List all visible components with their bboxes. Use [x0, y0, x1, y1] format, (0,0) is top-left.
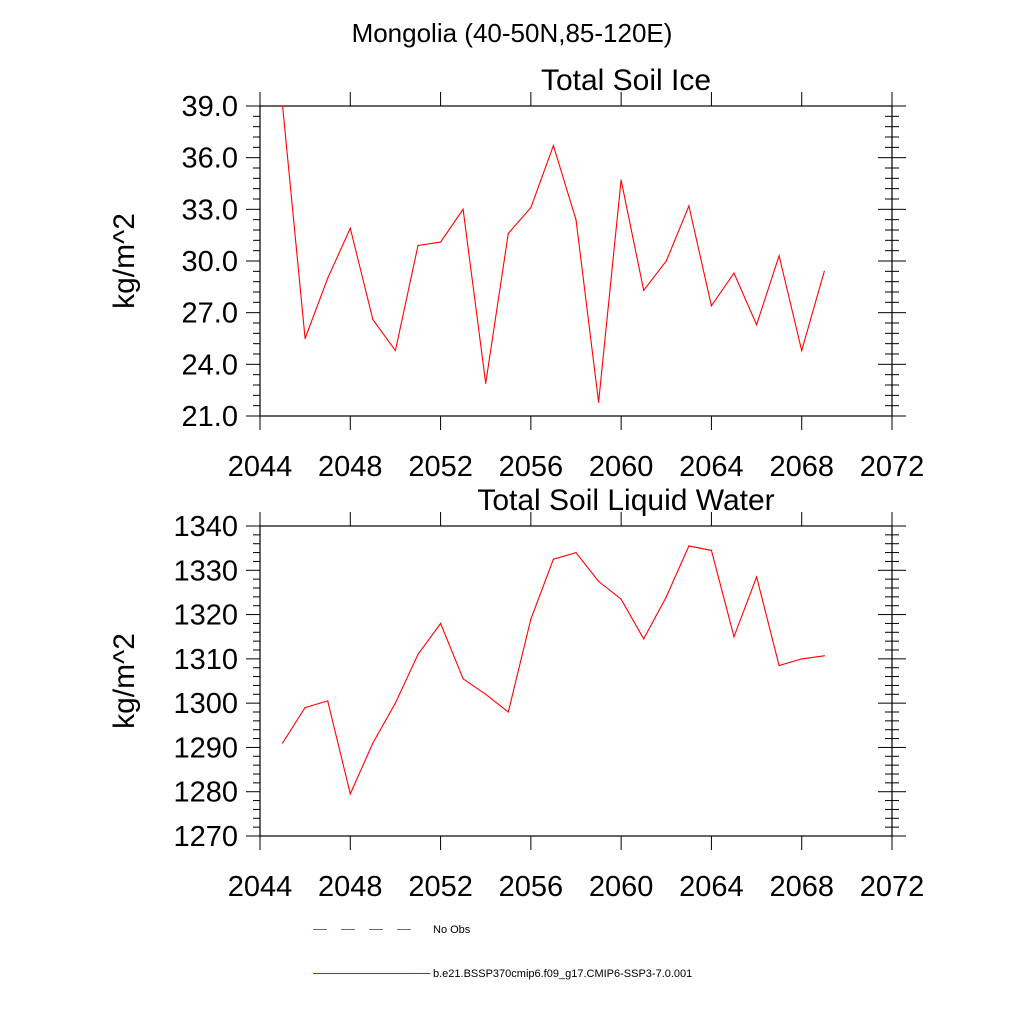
soil-liquid-water-y-tick-label: 1300 — [173, 688, 238, 720]
soil-ice-data-point — [665, 260, 667, 262]
soil-ice-x-tick-label: 2060 — [589, 451, 654, 483]
soil-liquid-water-data-point — [530, 618, 532, 620]
soil-liquid-water-x-tick-label: 2072 — [860, 871, 925, 903]
soil-liquid-water-data-point — [507, 711, 509, 713]
soil-liquid-water-x-tick-label: 2068 — [769, 871, 834, 903]
soil-liquid-water-data-point — [552, 558, 555, 560]
soil-liquid-water-data-point — [755, 576, 758, 578]
soil-ice-y-tick-label: 24.0 — [182, 349, 238, 381]
soil-liquid-water-data-point — [462, 678, 464, 680]
soil-liquid-water-data-point — [417, 653, 419, 656]
soil-liquid-water-y-axis-label: kg/m^2 — [108, 633, 141, 729]
soil-liquid-water-x-tick-label: 2056 — [499, 871, 564, 903]
soil-ice-y-tick-label: 21.0 — [182, 401, 238, 433]
soil-ice-data-point — [372, 318, 374, 321]
soil-ice-data-point — [733, 272, 735, 274]
soil-ice-data-point — [801, 349, 803, 352]
soil-liquid-water-series-line — [282, 545, 825, 796]
soil-liquid-water-data-point — [304, 706, 306, 709]
soil-ice-x-tick-label: 2068 — [769, 451, 834, 483]
soil-liquid-water-x-tick-label: 2060 — [589, 871, 654, 903]
soil-ice-panel: Total Soil Ice 2044 2048 2052 2056 2060 2064 20… — [108, 64, 924, 483]
soil-liquid-water-y-tick-label: 1340 — [173, 511, 238, 543]
soil-ice-plot-frame — [259, 105, 893, 417]
soil-ice-data-point — [688, 205, 690, 207]
soil-liquid-water-data-point — [439, 622, 442, 625]
soil-liquid-water-plot-frame — [259, 525, 893, 837]
soil-ice-data-point — [439, 241, 442, 243]
soil-ice-data-point — [823, 270, 825, 272]
soil-ice-y-tick-label: 30.0 — [182, 246, 238, 278]
soil-liquid-water-data-point — [801, 658, 803, 660]
soil-ice-data-point — [304, 337, 306, 340]
soil-ice-x-tick-label: 2064 — [679, 451, 744, 483]
soil-ice-data-point — [643, 289, 645, 291]
soil-ice-y-tick-label: 33.0 — [182, 194, 238, 226]
soil-ice-data-point — [485, 382, 487, 384]
soil-liquid-water-data-point — [281, 742, 284, 744]
soil-ice-data-point — [575, 219, 577, 221]
soil-ice-data-point — [710, 305, 713, 307]
soil-liquid-water-data-point — [665, 596, 667, 598]
soil-liquid-water-data-point — [823, 655, 825, 657]
legend-label-no-obs: No Obs — [433, 924, 471, 936]
soil-ice-data-point — [507, 232, 509, 235]
soil-liquid-water-x-tick-label: 2048 — [318, 871, 383, 903]
figure-title: Mongolia (40-50N,85-120E) — [352, 18, 673, 48]
soil-ice-data-point — [394, 349, 397, 352]
soil-liquid-water-x-tick-label: 2064 — [679, 871, 744, 903]
soil-ice-data-point — [597, 401, 600, 403]
soil-liquid-water-data-point — [394, 702, 397, 704]
soil-liquid-water-panel: Total Soil Liquid Water 2044 2048 2052 2056 2… — [108, 484, 924, 903]
soil-liquid-water-data-point — [372, 742, 374, 744]
soil-ice-y-axis-label: kg/m^2 — [108, 213, 141, 309]
soil-liquid-water-data-point — [349, 793, 351, 795]
soil-ice-series-line — [282, 105, 825, 403]
soil-ice-data-point — [281, 105, 284, 107]
soil-ice-data-point — [552, 145, 555, 147]
soil-liquid-water-data-point — [778, 664, 780, 667]
soil-ice-x-tick-label: 2072 — [860, 451, 925, 483]
soil-liquid-water-y-tick-label: 1330 — [173, 555, 238, 587]
soil-liquid-water-x-tick-label: 2052 — [408, 871, 473, 903]
soil-liquid-water-data-point — [327, 700, 329, 702]
soil-liquid-water-data-point — [485, 693, 487, 695]
soil-ice-y-tick-label: 36.0 — [182, 143, 238, 175]
soil-ice-x-tick-label: 2056 — [499, 451, 564, 483]
soil-ice-x-tick-label: 2052 — [408, 451, 473, 483]
soil-ice-title: Total Soil Ice — [541, 64, 711, 97]
soil-liquid-water-x-tick-label: 2044 — [228, 871, 293, 903]
soil-liquid-water-data-point — [710, 549, 713, 551]
soil-liquid-water-y-tick-label: 1320 — [173, 600, 238, 632]
soil-ice-y-tick-label: 27.0 — [182, 298, 238, 330]
soil-liquid-water-y-tick-label: 1280 — [173, 777, 238, 809]
soil-ice-data-point — [778, 255, 780, 257]
soil-ice-data-point — [349, 227, 351, 229]
legend-label-model-run: b.e21.BSSP370cmip6.f09_g17.CMIP6-SSP3-7.… — [433, 968, 692, 980]
soil-ice-data-point — [620, 179, 622, 181]
soil-ice-data-point — [755, 324, 758, 326]
soil-ice-y-tick-label: 39.0 — [182, 91, 238, 123]
soil-ice-data-point — [327, 277, 329, 279]
soil-liquid-water-y-tick-label: 1270 — [173, 821, 238, 853]
soil-liquid-water-data-point — [733, 636, 735, 638]
soil-liquid-water-title: Total Soil Liquid Water — [477, 484, 774, 517]
soil-liquid-water-y-tick-label: 1290 — [173, 732, 238, 764]
soil-ice-x-tick-label: 2048 — [318, 451, 383, 483]
soil-ice-data-point — [530, 207, 532, 209]
soil-ice-data-point — [462, 208, 464, 210]
soil-ice-data-point — [417, 244, 419, 247]
legend: No Obs b.e21.BSSP370cmip6.f09_g17.CMIP6-… — [313, 924, 692, 980]
soil-liquid-water-data-point — [575, 551, 577, 554]
soil-liquid-water-data-point — [597, 580, 600, 582]
soil-liquid-water-data-point — [620, 598, 622, 600]
soil-ice-x-tick-label: 2044 — [228, 451, 293, 483]
soil-liquid-water-data-point — [688, 545, 690, 547]
soil-liquid-water-data-point — [643, 638, 645, 640]
soil-liquid-water-y-tick-label: 1310 — [173, 644, 238, 676]
